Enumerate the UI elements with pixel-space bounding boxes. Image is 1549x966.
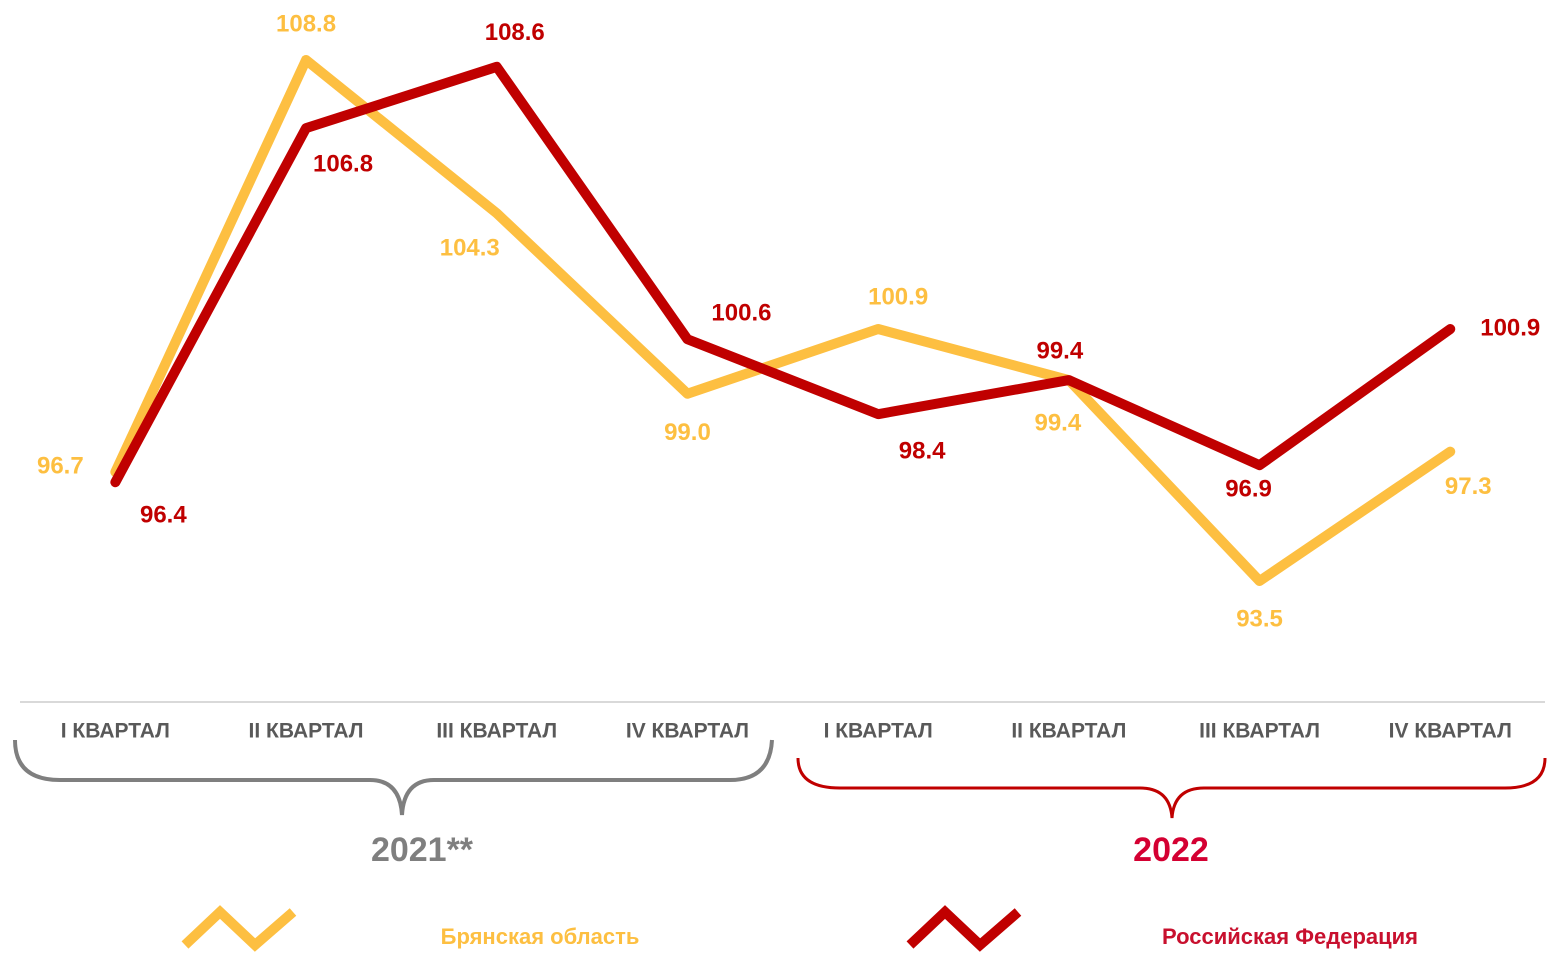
series-line xyxy=(110,61,1456,488)
data-label: 93.5 xyxy=(1236,605,1283,632)
series-line xyxy=(110,55,1456,586)
brace-2022 xyxy=(796,757,1547,819)
x-tick-label: IV КВАРТАЛ xyxy=(1389,720,1512,743)
x-tick-label: II КВАРТАЛ xyxy=(249,720,364,743)
x-tick-label: II КВАРТАЛ xyxy=(1011,720,1126,743)
data-label: 106.8 xyxy=(313,150,373,177)
data-label: 100.9 xyxy=(868,283,928,310)
data-label: 96.9 xyxy=(1225,476,1272,503)
data-label: 99.0 xyxy=(664,419,711,446)
x-tick-label: I КВАРТАЛ xyxy=(824,720,933,743)
x-tick-label: III КВАРТАЛ xyxy=(1199,720,1320,743)
data-label: 108.8 xyxy=(276,10,336,37)
group-label: 2021** xyxy=(371,831,474,869)
group-label: 2022 xyxy=(1133,831,1209,869)
data-label: 98.4 xyxy=(899,437,946,464)
x-tick-label: III КВАРТАЛ xyxy=(436,720,557,743)
x-tick-label: IV КВАРТАЛ xyxy=(626,720,749,743)
legend-swatch xyxy=(906,905,1022,952)
brace-2021 xyxy=(13,739,774,816)
data-label: 99.4 xyxy=(1034,409,1081,436)
data-label: 100.6 xyxy=(711,300,771,327)
data-label: 96.4 xyxy=(140,502,187,529)
legend-swatch xyxy=(181,905,297,952)
legend-label: Брянская область xyxy=(441,924,640,949)
data-label: 97.3 xyxy=(1445,473,1492,500)
data-label: 104.3 xyxy=(440,235,500,262)
data-label: 108.6 xyxy=(485,19,545,46)
legend-label: Российская Федерация xyxy=(1162,924,1418,949)
data-label: 96.7 xyxy=(37,452,84,479)
data-label: 100.9 xyxy=(1480,314,1540,341)
data-label: 99.4 xyxy=(1036,337,1083,364)
x-tick-label: I КВАРТАЛ xyxy=(61,720,170,743)
